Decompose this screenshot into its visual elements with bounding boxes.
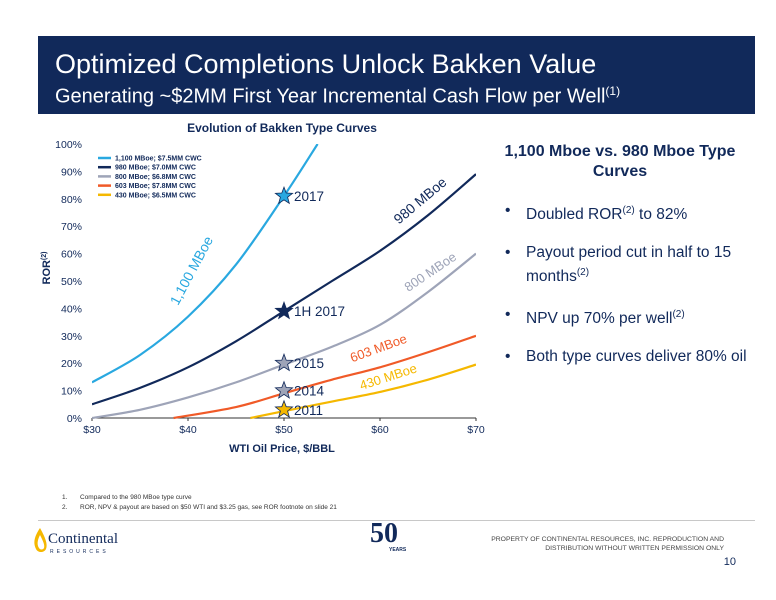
panel-title: 1,100 Mboe vs. 980 Mboe Type Curves (504, 143, 736, 180)
bullet-npv-sup: (2) (672, 309, 685, 321)
y-tick-label: 40% (61, 303, 82, 315)
marker-label-1: 1H 2017 (294, 304, 345, 319)
x-tick-label: $40 (179, 424, 197, 436)
legend-label-2: 800 MBoe; $6.8MM CWC (115, 174, 196, 181)
marker-label-4: 2011 (294, 403, 323, 418)
bullet-oil-text: Both type curves deliver 80% oil (526, 348, 747, 366)
subtitle-text: Generating ~$2MM First Year Incremental … (55, 85, 606, 108)
subtitle-footnote-ref: (1) (605, 84, 621, 98)
footnote-1: 1. Compared to the 980 MBoe type curve (62, 493, 337, 503)
y-tick-label: 60% (61, 249, 82, 261)
y-axis-label-sup: (2) (41, 251, 48, 260)
chart-title: Evolution of Bakken Type Curves (187, 121, 377, 135)
chart-axes: $30 $40 $50 $60 $70 0% 10% 20% 30% 40% 50% 60% 70% 80… (55, 139, 485, 436)
x-axis-label: WTI Oil Price, $/BBL (229, 443, 335, 455)
star-marker-1 (274, 300, 294, 320)
bullet-payout: Payout period cut in half to 15 months(2… (503, 243, 753, 287)
legend-label-0: 1,100 MBoe; $7.5MM CWC (115, 156, 202, 163)
series-line-3 (173, 334, 476, 420)
marker-label-0: 2017 (294, 189, 324, 204)
footnote-2-num: 2. (62, 504, 68, 511)
property-notice: PROPERTY OF CONTINENTAL RESOURCES, INC. … (491, 535, 724, 553)
y-tick-label: 70% (61, 221, 82, 233)
star-marker-3 (274, 380, 294, 399)
footnotes: 1. Compared to the 980 MBoe type curve 2.… (62, 493, 337, 513)
y-tick-label: 100% (55, 139, 82, 151)
logo-subtext: RESOURCES (50, 549, 109, 555)
continental-logo-icon (34, 528, 47, 552)
x-tick-label: $50 (275, 424, 293, 436)
year-markers: 2017 1H 2017 2015 2014 2011 (274, 185, 345, 419)
bullet-ror-rest: to 82% (634, 206, 688, 224)
legend-label-1: 980 MBoe; $7.0MM CWC (115, 165, 196, 172)
star-marker-4 (274, 399, 294, 419)
y-axis-label: ROR(2) (41, 251, 53, 284)
property-line-2: DISTRIBUTION WITHOUT WRITTEN PERMISSION … (545, 545, 724, 552)
anniversary-years: YEARS (389, 547, 407, 553)
curve-label-2: 800 MBoe (402, 249, 460, 295)
x-tick-label: $70 (467, 424, 485, 436)
bullet-npv: NPV up 70% per well(2) (503, 305, 753, 329)
y-tick-label: 10% (61, 386, 82, 398)
x-tick-label: $60 (371, 424, 389, 436)
bullet-npv-text: NPV up 70% per well (526, 310, 673, 328)
slide-subtitle: Generating ~$2MM First Year Incremental … (55, 84, 620, 109)
bullet-payout-sup: (2) (576, 267, 590, 279)
bullet-ror-text: Doubled ROR (526, 206, 623, 224)
logo-text: Continental (48, 531, 118, 547)
legend-label-4: 430 MBoe; $6.5MM CWC (115, 192, 196, 199)
legend-label-3: 603 MBoe; $7.8MM CWC (115, 183, 196, 190)
anniversary-number: 50 (370, 518, 398, 549)
chart-legend: 1,100 MBoe; $7.5MM CWC 980 MBoe; $7.0MM C… (98, 156, 202, 199)
y-tick-label: 0% (67, 413, 82, 425)
star-marker-2 (274, 353, 294, 372)
marker-label-3: 2014 (294, 384, 325, 399)
page-number: 10 (723, 556, 736, 568)
footer-divider (38, 520, 755, 521)
y-tick-label: 20% (61, 358, 82, 370)
y-tick-label: 90% (61, 166, 82, 178)
bullet-ror-sup: (2) (622, 205, 635, 216)
bullet-ror: Doubled ROR(2) to 82% (503, 201, 753, 225)
y-tick-label: 50% (61, 276, 82, 288)
property-line-1: PROPERTY OF CONTINENTAL RESOURCES, INC. … (491, 536, 724, 543)
marker-label-2: 2015 (294, 356, 324, 371)
star-marker-0 (274, 185, 294, 205)
y-axis-label-text: ROR (41, 260, 53, 285)
x-tick-label: $30 (83, 424, 101, 436)
footnote-2-text: ROR, NPV & payout are based on $50 WTI a… (80, 504, 337, 511)
curve-label-1: 980 MBoe (390, 174, 449, 227)
bullet-payout-text: Payout period cut in half to 15 months (526, 244, 732, 286)
slide-title: Optimized Completions Unlock Bakken Valu… (55, 49, 597, 79)
footnote-1-num: 1. (62, 494, 68, 501)
bullet-oil: Both type curves deliver 80% oil (503, 347, 753, 367)
footnote-1-text: Compared to the 980 MBoe type curve (80, 494, 192, 501)
highlights-list: Doubled ROR(2) to 82% Payout period cut … (503, 201, 753, 385)
y-tick-label: 30% (61, 331, 82, 343)
title-banner: Optimized Completions Unlock Bakken Valu… (38, 36, 755, 114)
footnote-2: 2. ROR, NPV & payout are based on $50 WTI… (62, 503, 337, 513)
y-tick-label: 80% (61, 194, 82, 206)
